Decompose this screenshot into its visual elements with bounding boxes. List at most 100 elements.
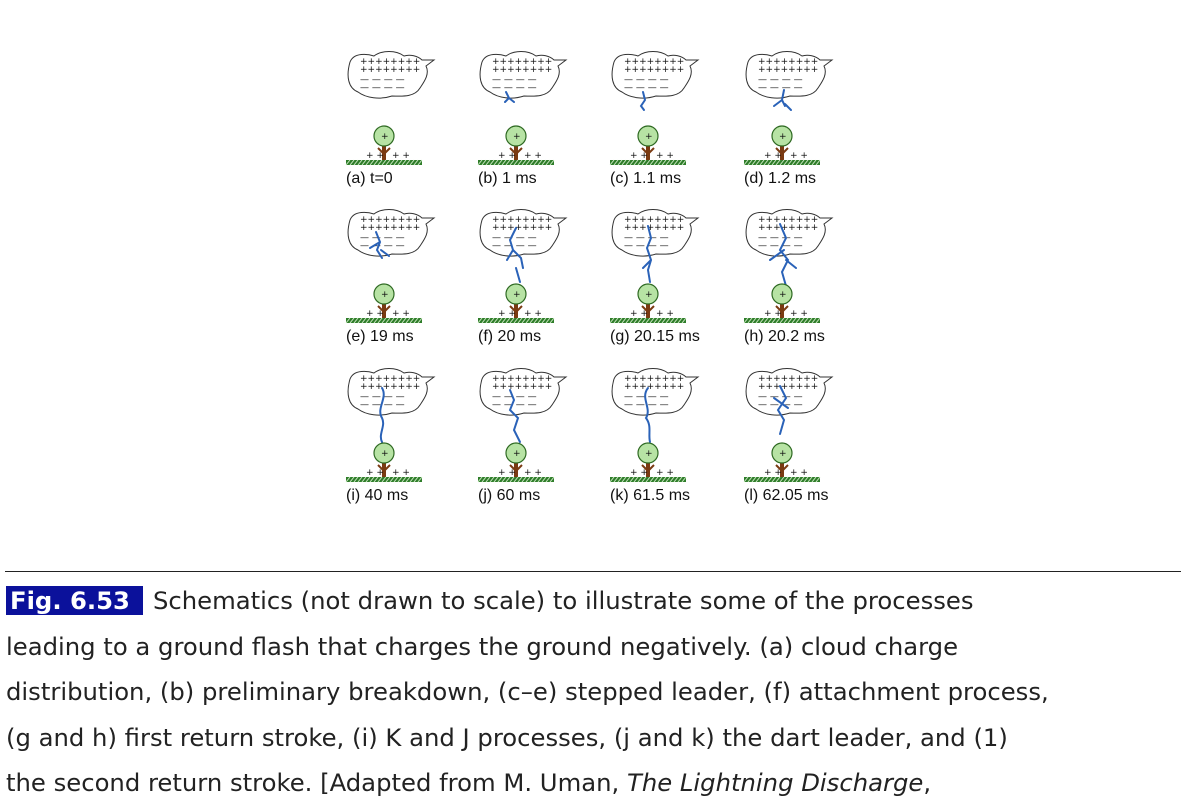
ground-hatch-line — [787, 476, 793, 483]
ground-hatch-line — [477, 159, 483, 166]
ground-hatch-line — [807, 476, 813, 483]
charge-signs: ++++++++ — [360, 57, 420, 67]
ground-hatch-line — [621, 159, 627, 166]
ground-hatch-line — [803, 317, 809, 324]
ground-hatch-line — [641, 317, 647, 324]
charge-signs: + + — [392, 309, 410, 319]
ground-hatch-line — [755, 476, 761, 483]
ground-hatch-line — [525, 317, 531, 324]
ground-hatch-line — [409, 476, 415, 483]
ground-hatch-line — [661, 317, 667, 324]
ground-hatch-line — [779, 159, 785, 166]
ground-hatch-line — [549, 317, 555, 324]
ground-hatch-line — [633, 159, 639, 166]
lightning-channel — [773, 89, 792, 111]
charge-signs: + — [779, 449, 787, 459]
ground-hatch-line — [625, 476, 631, 483]
ground-hatch-line — [653, 317, 659, 324]
tree-trunk — [514, 302, 518, 318]
ground-hatch-line — [365, 159, 371, 166]
tree-crown-icon — [505, 125, 527, 147]
tree-trunk — [514, 461, 518, 477]
ground-hatch-line — [489, 317, 495, 324]
ground-hatch-line — [653, 159, 659, 166]
ground-hatch-line — [609, 317, 615, 324]
charge-signs: ++++++++ — [624, 223, 684, 233]
ground-hatch-line — [743, 317, 749, 324]
ground-hatch-line — [489, 476, 495, 483]
cloud-icon — [611, 51, 700, 99]
ground-hatch-line — [681, 476, 687, 483]
ground-hatch-line — [349, 317, 355, 324]
ground-hatch-line — [393, 317, 399, 324]
charge-signs: ++++++++ — [492, 57, 552, 67]
ground-hatch-line — [645, 317, 651, 324]
panel-label-b: (b) 1 ms — [478, 170, 537, 187]
charge-signs: ++++++++ — [624, 65, 684, 75]
tree-trunk — [646, 461, 650, 477]
ground-hatch-line — [541, 159, 547, 166]
ground-hatch-line — [373, 476, 379, 483]
ground-hatch-line — [529, 476, 535, 483]
ground-hatch-line — [497, 476, 503, 483]
ground-hatch-line — [505, 159, 511, 166]
charge-signs: + + — [764, 309, 782, 319]
ground-hatch-line — [637, 317, 643, 324]
ground-hatch-line — [493, 317, 499, 324]
ground-hatch-line — [349, 476, 355, 483]
lightning-channel — [769, 223, 797, 287]
ground-hatch-line — [751, 317, 757, 324]
ground-hatch-line — [485, 317, 491, 324]
panel-d: ++++++++++++++++— — — —— — — —++ + + +(d)… — [743, 51, 834, 187]
charge-signs: ++++++++ — [758, 382, 818, 392]
panel-label-e: (e) 19 ms — [346, 328, 414, 345]
ground-hatch-line — [541, 317, 547, 324]
ground-hatch-line — [681, 159, 687, 166]
charge-signs: + + — [392, 151, 410, 161]
charge-signs: — — — — — [360, 392, 405, 402]
ground-hatch-line — [677, 317, 683, 324]
tree-crown-icon — [505, 442, 527, 464]
lightning-channel — [369, 231, 390, 259]
tree-crown-icon — [771, 283, 793, 305]
ground-hatch-line — [353, 159, 359, 166]
tree-crown-icon — [373, 125, 395, 147]
ground-hatch-line — [549, 476, 555, 483]
ground-hatch-line — [771, 159, 777, 166]
ground-hatch-line — [509, 476, 515, 483]
ground-hatch-line — [677, 476, 683, 483]
ground-hatch-line — [385, 159, 391, 166]
ground-hatch-line — [815, 159, 821, 166]
charge-signs: ++++++++ — [360, 223, 420, 233]
ground-hatch-line — [743, 476, 749, 483]
ground-hatch-line — [537, 476, 543, 483]
ground-hatch-line — [513, 159, 519, 166]
ground-hatch-line — [661, 159, 667, 166]
cloud-icon — [347, 51, 436, 99]
charge-signs: — — — — — [492, 233, 537, 243]
ground-hatch-line — [787, 159, 793, 166]
ground-hatch-line — [373, 159, 379, 166]
ground-hatch-line — [369, 317, 375, 324]
ground-hatch-line — [373, 317, 379, 324]
ground-hatch-line — [759, 159, 765, 166]
ground-hatch-line — [645, 159, 651, 166]
panel-label-a: (a) t=0 — [346, 170, 393, 187]
tree-trunk — [780, 302, 784, 318]
ground-hatch-line — [509, 159, 515, 166]
ground-hatch-line — [517, 317, 523, 324]
panel-label-j: (j) 60 ms — [478, 487, 540, 504]
charge-signs: — — — — — [492, 75, 537, 85]
charge-signs: ++++++++ — [758, 65, 818, 75]
ground-hatch-line — [545, 317, 551, 324]
ground-hatch-line — [345, 317, 351, 324]
ground-hatch-line — [673, 317, 679, 324]
tree-crown-icon — [637, 442, 659, 464]
charge-signs: + + — [656, 151, 674, 161]
tree-branches — [775, 464, 789, 472]
caption-book-title: The Lightning Discharge — [626, 768, 924, 797]
caption-line-5: the second return stroke. [Adapted from … — [6, 760, 1184, 806]
ground-hatch-line — [361, 317, 367, 324]
ground-hatch-line — [345, 159, 351, 166]
panel-a: ++++++++++++++++— — — —— — — —++ + + +(a)… — [345, 51, 436, 187]
